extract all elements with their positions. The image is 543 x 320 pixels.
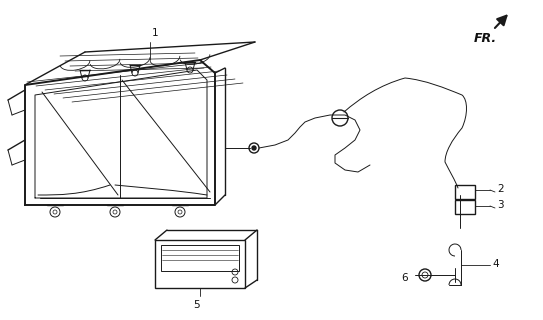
Text: FR.: FR.	[474, 32, 497, 45]
Text: 4: 4	[492, 259, 498, 269]
Text: 5: 5	[194, 300, 200, 310]
Bar	[455, 200, 475, 214]
Bar	[455, 185, 475, 199]
Bar	[161, 245, 239, 271]
Text: 6: 6	[401, 273, 408, 283]
Text: 2: 2	[497, 184, 503, 194]
Circle shape	[252, 146, 256, 150]
Text: 1: 1	[152, 28, 159, 38]
Text: 3: 3	[497, 200, 503, 210]
Bar	[155, 240, 245, 288]
